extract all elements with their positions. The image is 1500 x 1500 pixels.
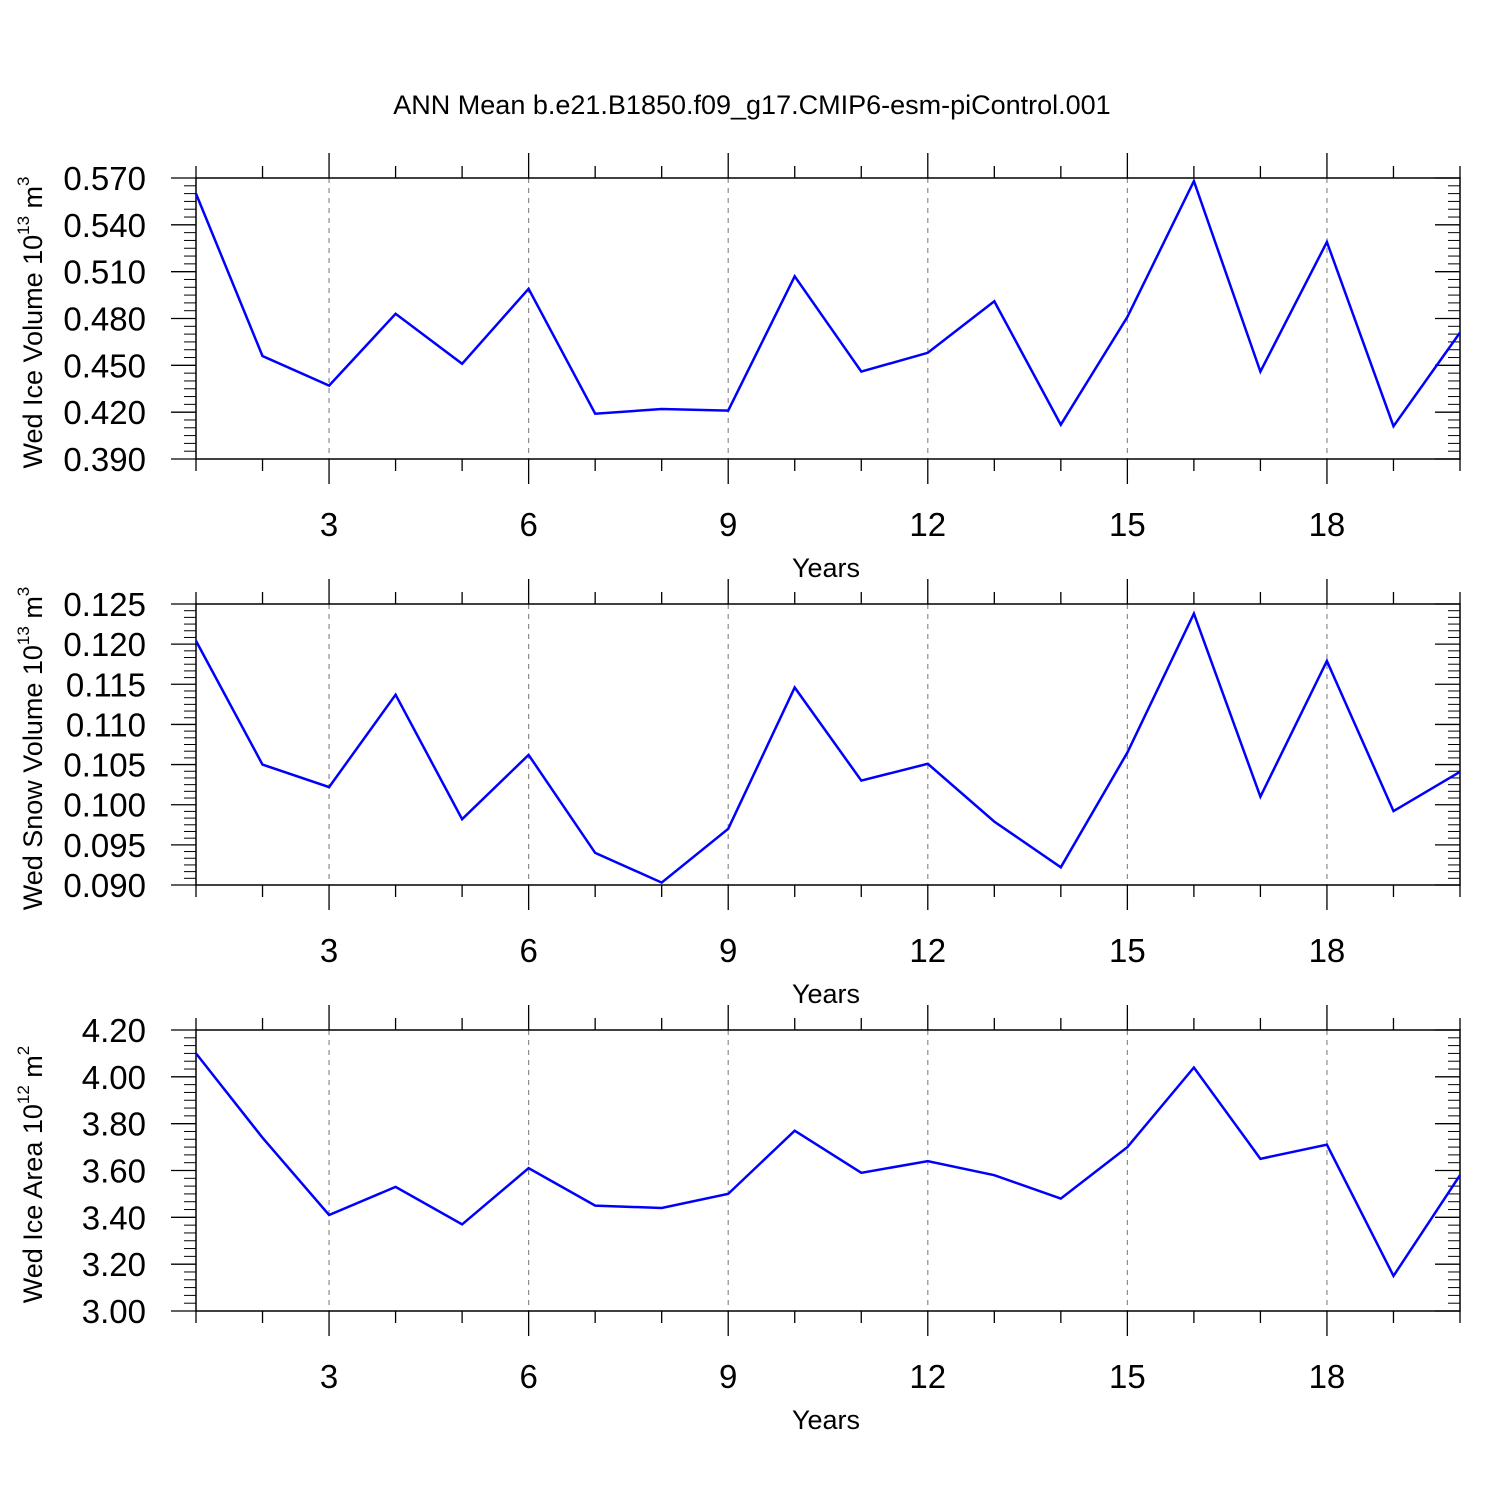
x-tick-label: 12 [909,932,946,969]
y-axis-label-exp: 12 [14,1085,33,1104]
x-tick-label: 9 [719,506,737,543]
y-tick-label: 0.570 [63,160,146,197]
y-axis-label-unit-exp: 3 [14,587,33,596]
y-tick-label: 0.510 [63,254,146,291]
y-tick-label: 0.125 [63,586,146,623]
y-tick-label: 3.40 [82,1199,146,1236]
x-tick-label: 6 [519,932,537,969]
x-tick-label: 15 [1109,932,1146,969]
series-line [194,177,1462,429]
y-tick-label: 0.120 [63,626,146,663]
y-tick-label: 0.390 [63,441,146,478]
y-axis-label-name: Wed Ice Area 10 [18,1104,48,1303]
x-axis-label: Years [792,553,860,583]
y-tick-label: 3.80 [82,1106,146,1143]
y-axis-label-unit: m [18,1055,48,1085]
x-tick-label: 12 [909,506,946,543]
y-axis-label-unit: m [18,186,48,216]
y-axis-label: Wed Snow Volume 1013 m3 [14,587,48,911]
chart-title: ANN Mean b.e21.B1850.f09_g17.CMIP6-esm-p… [393,90,1110,120]
x-tick-label: 3 [320,1358,338,1395]
series-line [195,1052,1462,1279]
plot-frame [195,177,1461,460]
y-axis-label: Wed Ice Volume 1013 m3 [14,176,48,468]
panels: 0.390 0.420 0.450 0.480 0.510 0.540 0.570 3 6 9 12… [14,153,1462,1435]
y-tick-label: 3.00 [82,1293,146,1330]
y-tick-label: 0.450 [63,347,146,384]
x-tick-label: 3 [320,506,338,543]
x-tick-label: 3 [320,932,338,969]
x-tick-label: 12 [909,1358,946,1395]
x-axis-label: Years [792,979,860,1009]
y-axis-label-name: Wed Snow Volume 10 [18,645,48,910]
panel-1: 0.390 0.420 0.450 0.480 0.510 0.540 0.570 3 6 9 12… [14,153,1462,583]
y-tick-label: 0.540 [63,207,146,244]
y-axis-label-unit-exp: 2 [14,1046,33,1055]
y-tick-label: 0.095 [63,827,146,864]
y-tick-label: 4.00 [82,1059,146,1096]
y-tick-label: 0.090 [63,867,146,904]
x-tick-label: 18 [1309,932,1346,969]
x-axis-label: Years [792,1405,860,1435]
y-tick-label: 4.20 [82,1012,146,1049]
x-tick-label: 18 [1309,506,1346,543]
x-tick-label: 6 [519,506,537,543]
y-axis-label-exp: 13 [14,216,33,235]
y-tick-label: 0.420 [63,394,146,431]
y-axis-label: Wed Ice Area 1012 m2 [14,1046,48,1304]
y-tick-label: 0.105 [63,747,146,784]
y-axis-label-exp: 13 [14,626,33,645]
y-tick-label: 3.20 [82,1246,146,1283]
x-tick-label: 9 [719,1358,737,1395]
plot-frame [195,603,1461,886]
plot-frame [195,1029,1461,1312]
y-axis-label-name: Wed Ice Volume 10 [18,235,48,469]
x-tick-label: 15 [1109,506,1146,543]
y-axis-label-unit-exp: 3 [14,176,33,185]
panel-3: 3.00 3.20 3.40 3.60 3.80 4.00 4.20 3 6 9 12 15 18 Yea… [14,1005,1462,1435]
y-tick-label: 0.100 [63,787,146,824]
x-tick-label: 6 [519,1358,537,1395]
y-axis-label-unit: m [18,596,48,626]
y-tick-label: 3.60 [82,1153,146,1190]
y-tick-label: 0.480 [63,301,146,338]
y-tick-label: 0.115 [66,666,146,703]
x-tick-label: 9 [719,932,737,969]
y-tick-label: 0.110 [66,706,146,743]
x-tick-label: 15 [1109,1358,1146,1395]
series-line [194,610,1461,885]
x-tick-label: 18 [1309,1358,1346,1395]
